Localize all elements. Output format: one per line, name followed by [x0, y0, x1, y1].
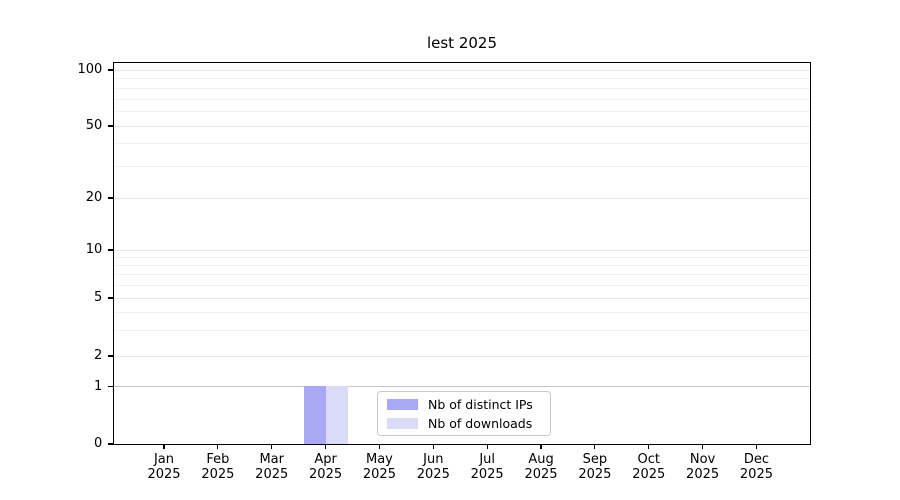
x-tick-mark	[378, 444, 381, 449]
x-tick-label-line: Jun	[423, 451, 444, 467]
y-tick-mark	[108, 125, 113, 127]
y-tick-mark	[108, 355, 113, 357]
x-tick-label-line: 2025	[632, 467, 666, 483]
y-tick-mark	[108, 249, 113, 251]
x-tick-label-line: 2025	[147, 467, 181, 483]
x-tick-label-line: Sep	[582, 451, 608, 467]
legend-color-swatch	[387, 398, 418, 410]
y-tick-label: 20	[85, 190, 103, 205]
grid-minor-line	[113, 257, 810, 259]
x-tick-label-line: 2025	[686, 467, 720, 483]
x-tick-mark	[702, 444, 704, 449]
grid-minor-line	[113, 87, 810, 89]
x-tick-label-line: 2025	[255, 467, 289, 483]
x-tick-label-line: Dec	[743, 451, 770, 467]
grid-minor-line	[113, 98, 810, 100]
x-tick-label: Jan 2025	[136, 452, 192, 483]
y-tick-mark	[108, 197, 113, 199]
y-tick-mark	[108, 443, 113, 445]
y-tick-label: 0	[94, 436, 103, 451]
x-tick-label-line: 2025	[470, 467, 504, 483]
bar-distinct-ips	[304, 386, 327, 444]
x-tick-label-line: 2025	[416, 467, 450, 483]
legend-color-swatch	[387, 417, 418, 429]
grid-minor-line	[113, 274, 810, 276]
x-tick-mark	[271, 444, 273, 449]
x-tick-mark	[163, 444, 165, 449]
x-tick-label-line: Aug	[528, 451, 554, 467]
grid-major-line	[113, 249, 810, 251]
y-tick-label: 50	[85, 118, 103, 133]
x-tick-label-line: 2025	[739, 467, 773, 483]
x-tick-label-line: Jan	[153, 451, 175, 467]
x-tick-mark	[217, 444, 219, 449]
x-tick-label: May 2025	[351, 452, 407, 483]
x-tick-label: Aug 2025	[513, 452, 569, 483]
grid-minor-line	[113, 78, 810, 80]
x-tick-mark	[594, 444, 596, 449]
x-tick-mark	[648, 444, 650, 449]
x-tick-label-line: Mar	[259, 451, 284, 467]
x-tick-mark	[432, 444, 434, 449]
grid-minor-line	[113, 143, 810, 145]
grid-major-line	[113, 69, 810, 71]
grid-minor-line	[113, 165, 810, 167]
x-tick-mark	[755, 444, 758, 449]
legend-item: Nb of downloads	[387, 416, 541, 431]
x-tick-label-line: Oct	[637, 451, 660, 467]
x-tick-label-line: Nov	[689, 451, 716, 467]
chart-title: lest 2025	[426, 34, 498, 52]
y-tick-mark	[108, 297, 113, 299]
legend-box: Nb of distinct IPs Nb of downloads	[377, 391, 551, 436]
y-tick-mark	[108, 385, 113, 388]
x-tick-label: Feb 2025	[190, 452, 246, 483]
bar-downloads	[326, 386, 348, 444]
x-tick-label: Sep 2025	[567, 452, 623, 483]
x-tick-label-line: May	[365, 451, 393, 467]
x-tick-mark	[486, 444, 488, 449]
y-tick-label: 1	[94, 378, 103, 394]
y-tick-label: 10	[85, 242, 103, 257]
grid-minor-line	[113, 285, 810, 287]
x-tick-label: Dec 2025	[728, 452, 784, 483]
y-tick-label: 2	[94, 348, 103, 363]
x-tick-mark	[324, 444, 327, 449]
x-tick-label: Mar 2025	[244, 452, 300, 483]
x-tick-label: Nov 2025	[675, 452, 731, 483]
plot-area	[112, 61, 811, 445]
x-tick-label-line: Apr	[314, 451, 337, 467]
y-tick-mark	[108, 69, 113, 71]
x-tick-label-line: 2025	[578, 467, 612, 483]
y-tick-label: 100	[77, 62, 103, 77]
grid-major-line	[113, 386, 810, 388]
grid-minor-line	[113, 111, 810, 113]
grid-minor-line	[113, 330, 810, 332]
x-tick-label: Jul 2025	[459, 452, 515, 483]
grid-major-line	[113, 197, 810, 199]
x-tick-label: Oct 2025	[621, 452, 677, 483]
grid-major-line	[113, 125, 810, 127]
grid-major-line	[113, 355, 810, 357]
y-tick-label: 5	[94, 290, 103, 305]
x-tick-label-line: 2025	[309, 467, 343, 483]
grid-minor-line	[113, 265, 810, 267]
x-tick-label-line: 2025	[362, 467, 396, 483]
x-tick-label: Jun 2025	[405, 452, 461, 483]
x-tick-label-line: Feb	[206, 451, 230, 467]
legend-item: Nb of distinct IPs	[387, 397, 541, 412]
x-tick-label-line: Jul	[479, 451, 495, 467]
x-tick-label-line: 2025	[524, 467, 558, 483]
x-tick-label-line: 2025	[201, 467, 235, 483]
grid-major-line	[113, 297, 810, 299]
x-tick-mark	[540, 444, 542, 449]
grid-minor-line	[113, 311, 810, 313]
legend-label: Nb of distinct IPs	[428, 396, 533, 412]
legend-label: Nb of downloads	[428, 415, 533, 431]
x-tick-label: Apr 2025	[298, 452, 354, 483]
